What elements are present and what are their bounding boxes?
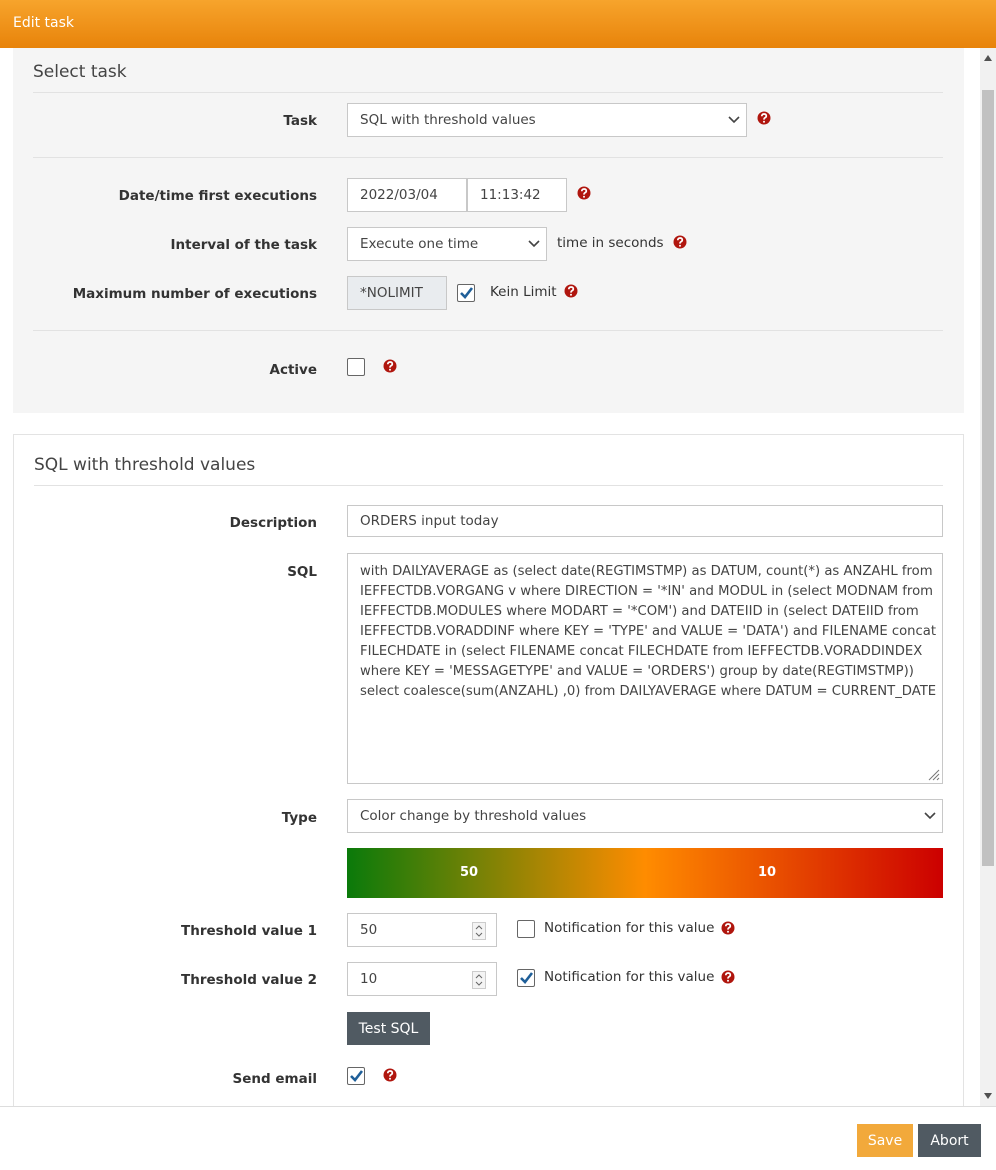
checkbox[interactable] — [457, 284, 475, 302]
input-value: 11:13:42 — [480, 187, 541, 203]
help-icon[interactable] — [577, 186, 591, 200]
divider — [33, 330, 943, 331]
field-label: Threshold value 2 — [181, 972, 317, 988]
unit-text: time in seconds — [557, 235, 664, 251]
threshold-gradient — [347, 848, 943, 898]
help-icon[interactable] — [721, 970, 735, 984]
help-icon[interactable] — [383, 359, 397, 373]
help-icon[interactable] — [383, 1068, 397, 1082]
select-value: Color change by threshold values — [360, 808, 587, 824]
divider — [34, 485, 943, 486]
checkbox-label: Notification for this value — [544, 969, 715, 985]
input-value: 10 — [360, 971, 378, 987]
sql-line: IEFFECTDB.VORADDINF where KEY = 'TYPE' a… — [360, 624, 937, 639]
test-sql-button[interactable]: Test SQL — [347, 1012, 430, 1045]
select-value: SQL with threshold values — [360, 112, 536, 128]
checkbox[interactable] — [517, 920, 535, 938]
date-input[interactable]: 2022/03/04 — [347, 178, 467, 212]
gradient-label: 10 — [757, 865, 777, 880]
field-label: Task — [283, 113, 317, 129]
sql-line: IEFFECTDB.VORGANG v where DIRECTION = '*… — [360, 584, 933, 599]
select-arrow — [528, 240, 540, 248]
input-value: *NOLIMIT — [360, 285, 423, 301]
number-input[interactable]: 50 — [347, 913, 497, 947]
input-value: 2022/03/04 — [360, 187, 438, 203]
field-label: Maximum number of executions — [72, 286, 317, 302]
checkbox-label: Notification for this value — [544, 920, 715, 936]
scroll-thumb[interactable] — [982, 90, 994, 866]
checkbox[interactable] — [347, 1067, 365, 1085]
sql-line: with DAILYAVERAGE as (select date(REGTIM… — [360, 564, 933, 579]
field-label: Send email — [232, 1071, 317, 1087]
sql-panel — [13, 434, 964, 1124]
max-input[interactable]: *NOLIMIT — [347, 276, 447, 310]
help-icon[interactable] — [757, 111, 771, 125]
scroll-down[interactable] — [984, 1093, 992, 1099]
sql-line: IEFFECTDB.MODULES where MODART = '*COM')… — [360, 604, 919, 619]
gradient-label: 50 — [459, 865, 479, 880]
sql-line: FILECHDATE in (select FILENAME concat FI… — [360, 644, 923, 659]
spinner[interactable] — [472, 922, 486, 944]
divider — [33, 157, 943, 158]
scrollbar[interactable] — [980, 48, 996, 1106]
field-label: Threshold value 1 — [181, 923, 317, 939]
divider — [33, 92, 943, 93]
select-arrow — [924, 812, 936, 820]
field-label: Interval of the task — [170, 237, 317, 253]
checkbox[interactable] — [517, 969, 535, 987]
abort-button[interactable]: Abort — [918, 1124, 981, 1157]
time-input[interactable]: 11:13:42 — [467, 178, 567, 212]
field-label: Active — [269, 362, 318, 378]
select-arrow — [728, 116, 740, 124]
type-select[interactable]: Color change by threshold values — [347, 799, 943, 833]
checkbox[interactable] — [347, 358, 365, 376]
help-icon[interactable] — [673, 235, 687, 249]
description-input[interactable]: ORDERS input today — [347, 505, 943, 537]
dialog-title: Edit task — [0, 0, 996, 48]
scroll-up[interactable] — [984, 55, 992, 61]
number-input[interactable]: 10 — [347, 962, 497, 996]
interval-select[interactable]: Execute one time — [347, 227, 547, 261]
help-icon[interactable] — [564, 284, 578, 298]
input-value: 50 — [360, 922, 378, 938]
footer — [0, 1106, 996, 1170]
panel-title: Select task — [33, 62, 127, 82]
field-label: SQL — [287, 564, 317, 580]
sql-textarea[interactable]: with DAILYAVERAGE as (select date(REGTIM… — [347, 553, 943, 784]
select-value: Execute one time — [360, 236, 479, 252]
task-select[interactable]: SQL with threshold values — [347, 103, 747, 137]
field-label: Date/time first executions — [118, 188, 317, 204]
resize-grip — [928, 769, 940, 781]
field-label: Description — [229, 515, 317, 531]
sql-line: where KEY = 'MESSAGETYPE' and VALUE = 'O… — [360, 664, 914, 679]
field-label: Type — [281, 810, 317, 826]
spinner[interactable] — [472, 971, 486, 993]
checkbox-label: Kein Limit — [490, 284, 557, 300]
sql-line: select coalesce(sum(ANZAHL) ,0) from DAI… — [360, 684, 937, 699]
help-icon[interactable] — [721, 921, 735, 935]
panel-title: SQL with threshold values — [34, 455, 256, 475]
save-button[interactable]: Save — [857, 1124, 913, 1157]
input-value: ORDERS input today — [360, 513, 499, 529]
